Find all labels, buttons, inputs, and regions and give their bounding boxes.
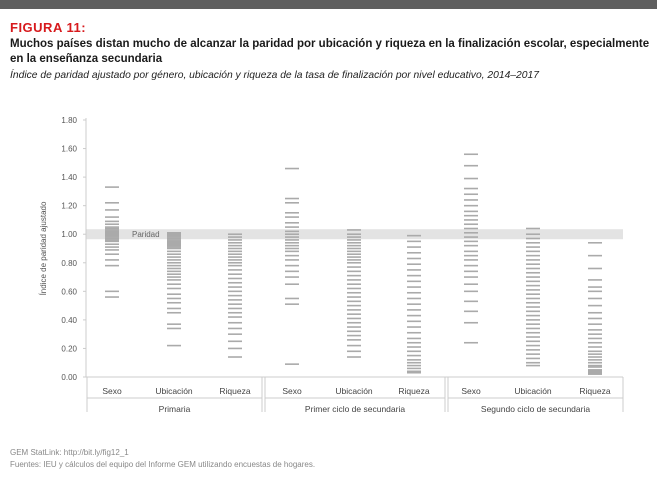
y-tick-label: 1.40 — [61, 173, 77, 182]
chart-svg: 0.00 0.20 0.40 0.60 0.80 1.00 1.20 1.40 1.60 1.80… — [39, 116, 624, 414]
category-label: Riqueza — [579, 386, 610, 396]
y-tick-label: 1.60 — [61, 145, 77, 154]
y-tick-label: 0.20 — [61, 344, 77, 353]
y-tick-label: 0.00 — [61, 373, 77, 382]
top-bar — [0, 0, 657, 9]
y-axis-label: Índice de paridad ajustado — [39, 201, 48, 295]
group-label: Primer ciclo de secundaria — [305, 404, 405, 414]
group-label: Segundo ciclo de secundaria — [481, 404, 590, 414]
y-tick-label: 1.00 — [61, 230, 77, 239]
y-tick-label: 1.80 — [61, 116, 77, 125]
category-label: Riqueza — [398, 386, 429, 396]
footer: GEM StatLink: http://bit.ly/fig12_1 Fuen… — [10, 447, 315, 471]
y-tick-label: 0.40 — [61, 316, 77, 325]
parity-label: Paridad — [132, 230, 160, 239]
y-tick-label: 1.20 — [61, 202, 77, 211]
y-tick-label: 0.60 — [61, 287, 77, 296]
statlink: GEM StatLink: http://bit.ly/fig12_1 — [10, 448, 129, 457]
figure-label: FIGURA 11: — [10, 20, 87, 35]
category-label: Ubicación — [514, 386, 552, 396]
category-label: Ubicación — [335, 386, 373, 396]
headline: Muchos países distan mucho de alcanzar l… — [10, 38, 650, 65]
sources-note: Fuentes: IEU y cálculos del equipo del I… — [10, 460, 316, 469]
category-label: Riqueza — [219, 386, 250, 396]
category-label: Sexo — [102, 386, 122, 396]
category-label: Ubicación — [155, 386, 193, 396]
chart-subtitle: Índice de paridad ajustado por género, u… — [10, 70, 539, 81]
category-label: Sexo — [461, 386, 481, 396]
y-tick-label: 0.80 — [61, 259, 77, 268]
group-label: Primaria — [159, 404, 191, 414]
category-label: Sexo — [282, 386, 302, 396]
chart-marks — [105, 153, 602, 375]
